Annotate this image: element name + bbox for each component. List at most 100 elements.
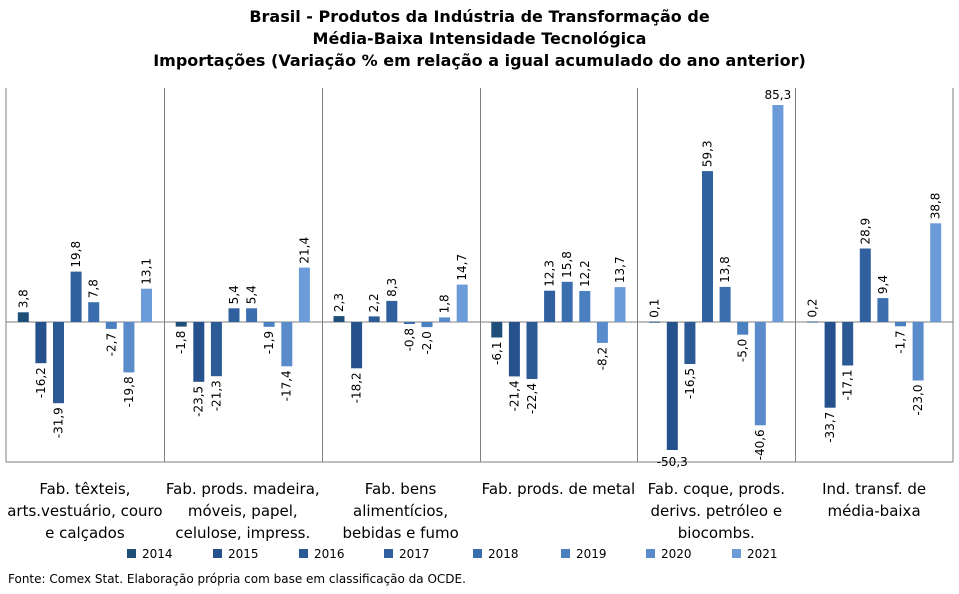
legend-label-2019: 2019	[576, 547, 607, 561]
bar-2021	[456, 284, 468, 322]
data-label: -23,5	[192, 386, 206, 417]
data-label: 2,3	[332, 293, 346, 312]
bar-2018	[561, 281, 573, 322]
bar-2014	[807, 321, 818, 323]
category-label: Ind. transf. de	[822, 480, 926, 498]
bar-2020	[123, 322, 135, 373]
category-label: celulose, impress.	[175, 524, 310, 542]
data-label: -6,1	[490, 341, 504, 364]
bar-2016	[53, 322, 64, 404]
legend-swatch-2017	[384, 549, 393, 558]
category-label: Fab. coque, prods.	[648, 480, 785, 498]
category-label: média-baixa	[828, 502, 921, 520]
data-label: 85,3	[764, 88, 791, 102]
bar-2021	[298, 267, 310, 322]
bar-2017	[859, 248, 871, 322]
bar-2018	[877, 298, 889, 322]
data-label: 14,7	[455, 254, 469, 281]
bar-2016	[526, 322, 538, 379]
legend-swatch-2020	[646, 549, 655, 558]
data-label: 13,8	[718, 256, 732, 283]
category-label: derivs. petróleo e	[651, 502, 783, 520]
legend-swatch-2021	[732, 549, 741, 558]
category-label: Fab. têxteis,	[39, 480, 130, 498]
bar-2021	[141, 288, 152, 322]
data-label: -22,4	[525, 383, 539, 414]
category-label: biocombs.	[678, 524, 755, 542]
category-label: Fab. prods. madeira,	[166, 480, 320, 498]
bar-2015	[508, 322, 520, 377]
legend-item-2019: 2019	[561, 545, 607, 563]
legend-label-2020: 2020	[661, 547, 692, 561]
data-label: 8,3	[385, 278, 399, 297]
category-label: alimentícios,	[353, 502, 448, 520]
bar-2019	[263, 322, 275, 327]
bar-2018	[88, 302, 100, 322]
data-label: 3,8	[16, 289, 30, 308]
bar-2017	[386, 300, 398, 322]
legend-item-2018: 2018	[473, 545, 519, 563]
data-label: -2,7	[104, 333, 118, 356]
data-label: -18,2	[350, 372, 364, 403]
data-label: -19,8	[122, 376, 136, 407]
legend-label-2014: 2014	[142, 547, 173, 561]
chart-title-line-2: Média-Baixa Intensidade Tecnológica	[312, 29, 647, 48]
category-label: e calçados	[45, 524, 125, 542]
bar-2014	[333, 316, 345, 322]
source-note: Fonte: Comex Stat. Elaboração própria co…	[8, 572, 466, 586]
data-label: 28,9	[858, 218, 872, 245]
data-label: -1,9	[262, 331, 276, 354]
category-label: bebidas e fumo	[342, 524, 458, 542]
bar-2019	[737, 322, 749, 335]
data-label: -50,3	[657, 455, 688, 469]
bar-2014	[175, 322, 187, 327]
data-label: -17,1	[841, 370, 855, 401]
data-label: -21,3	[209, 380, 223, 411]
bar-2016	[368, 316, 380, 322]
legend-swatch-2018	[473, 549, 482, 558]
data-label: 13,7	[613, 256, 627, 283]
bar-2021	[772, 105, 784, 322]
bar-2015	[193, 322, 205, 382]
data-label: 1,8	[438, 294, 452, 313]
data-label: -40,6	[753, 429, 767, 460]
bar-2019	[421, 322, 433, 328]
legend-item-2014: 2014	[127, 545, 173, 563]
bar-2017	[70, 271, 82, 322]
data-label: 38,8	[929, 193, 943, 220]
data-label: -33,7	[823, 412, 837, 443]
category-label: arts.vestuário, couro	[7, 502, 162, 520]
bar-2016	[210, 322, 222, 377]
bar-2018	[403, 322, 415, 324]
legend-item-2016: 2016	[299, 545, 345, 563]
data-label: 12,2	[578, 260, 592, 287]
data-label: 5,4	[245, 285, 259, 304]
legend-swatch-2015	[213, 549, 222, 558]
bar-2015	[351, 322, 363, 369]
legend-swatch-2014	[127, 549, 136, 558]
bar-2020	[596, 322, 608, 343]
data-label: -5,0	[736, 339, 750, 362]
data-label: 2,2	[367, 293, 381, 312]
data-label: -16,2	[34, 367, 48, 398]
bar-2017	[544, 290, 556, 322]
data-label: 0,1	[648, 299, 662, 318]
category-label: Fab. bens	[365, 480, 437, 498]
data-label: -1,8	[174, 331, 188, 354]
legend-item-2015: 2015	[213, 545, 259, 563]
data-label: -0,8	[402, 328, 416, 351]
data-label: -8,2	[595, 347, 609, 370]
data-label: 12,3	[543, 260, 557, 287]
legend-item-2017: 2017	[384, 545, 430, 563]
bar-2021	[930, 223, 942, 322]
bar-2016	[684, 322, 696, 364]
legend-swatch-2016	[299, 549, 308, 558]
bar-2018	[719, 286, 731, 322]
bar-2019	[895, 322, 906, 327]
bar-2014	[649, 321, 661, 323]
bar-2020	[281, 322, 293, 367]
legend-label-2018: 2018	[488, 547, 519, 561]
data-label: 19,8	[69, 241, 83, 268]
bar-2014	[17, 312, 29, 322]
legend-label-2015: 2015	[228, 547, 259, 561]
